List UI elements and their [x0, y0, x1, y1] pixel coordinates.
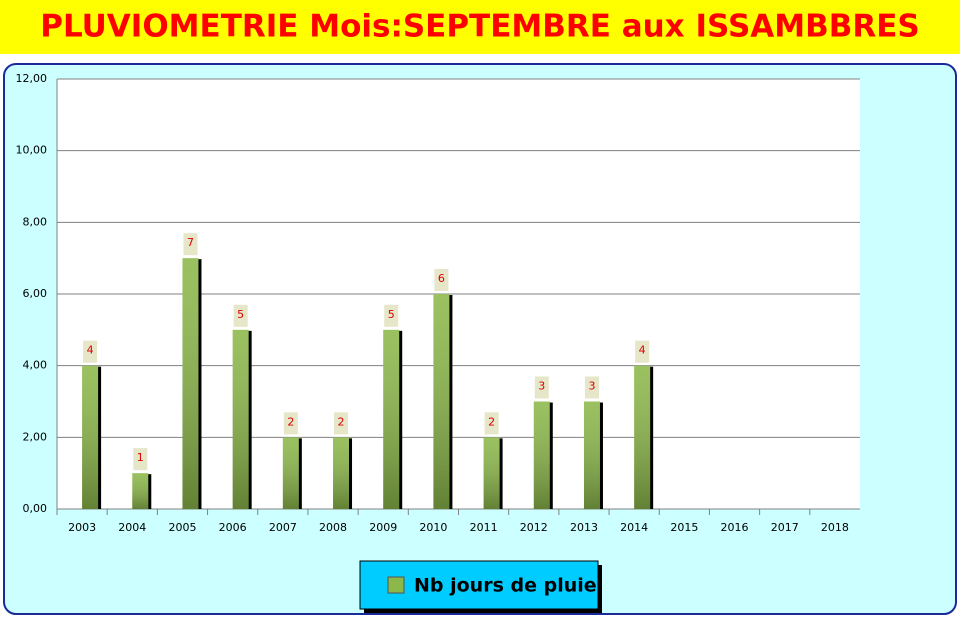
- bar-shade: [433, 294, 450, 509]
- data-label-bg: [635, 340, 650, 363]
- data-label-bg: [434, 269, 449, 291]
- x-tick-label: 2016: [721, 521, 749, 534]
- x-tick-label: 2005: [168, 521, 196, 534]
- data-label-bg: [584, 376, 599, 399]
- data-label-bg: [183, 233, 198, 256]
- data-label-bg: [534, 376, 549, 399]
- data-label-bg: [83, 340, 98, 363]
- data-label-bg: [384, 304, 399, 327]
- bar-shade: [483, 437, 500, 509]
- y-tick-label: 10,00: [16, 144, 48, 157]
- legend-swatch: [387, 576, 405, 594]
- data-label: 4: [87, 344, 94, 357]
- data-label-bg: [334, 412, 349, 435]
- data-label: 6: [438, 272, 445, 285]
- x-tick-label: 2003: [68, 521, 96, 534]
- x-tick-label: 2015: [670, 521, 698, 534]
- data-label: 1: [137, 451, 144, 464]
- x-tick-label: 2009: [369, 521, 397, 534]
- bar-shade: [383, 329, 400, 509]
- y-tick-label: 2,00: [23, 430, 48, 443]
- y-tick-label: 8,00: [23, 215, 48, 228]
- x-tick-label: 2004: [118, 521, 146, 534]
- data-label: 5: [388, 308, 395, 321]
- data-label: 3: [588, 380, 595, 393]
- x-tick-label: 2014: [620, 521, 648, 534]
- data-label: 7: [187, 236, 194, 249]
- data-label: 2: [338, 415, 345, 428]
- x-tick-label: 2006: [219, 521, 247, 534]
- x-tick-label: 2008: [319, 521, 347, 534]
- x-tick-label: 2018: [821, 521, 849, 534]
- data-label: 2: [287, 415, 294, 428]
- x-tick-label: 2013: [570, 521, 598, 534]
- legend-label: Nb jours de pluie: [414, 575, 597, 597]
- bar-shade: [82, 365, 99, 509]
- data-label-bg: [283, 412, 298, 435]
- data-label: 3: [538, 380, 545, 393]
- x-tick-label: 2010: [419, 521, 447, 534]
- bar-shade: [232, 329, 249, 509]
- bar-shade: [583, 401, 600, 509]
- x-tick-label: 2012: [520, 521, 548, 534]
- chart-title: PLUVIOMETRIE Mois:SEPTEMBRE aux ISSAMBBR…: [40, 9, 920, 45]
- data-label-bg: [233, 304, 248, 327]
- x-tick-label: 2017: [771, 521, 799, 534]
- bar-shade: [533, 401, 550, 509]
- y-tick-label: 6,00: [23, 287, 48, 300]
- data-label: 2: [488, 415, 495, 428]
- bar-shade: [282, 437, 299, 509]
- x-tick-label: 2011: [470, 521, 498, 534]
- y-tick-label: 4,00: [23, 359, 48, 372]
- data-label: 5: [237, 308, 244, 321]
- data-label: 4: [639, 344, 646, 357]
- y-tick-label: 0,00: [23, 502, 48, 515]
- data-label-bg: [133, 448, 148, 471]
- bar-shade: [634, 365, 651, 509]
- bar-shade: [182, 258, 199, 509]
- x-tick-label: 2007: [269, 521, 297, 534]
- y-tick-label: 12,00: [16, 72, 48, 85]
- data-label-bg: [484, 412, 499, 435]
- title-banner: [0, 0, 960, 54]
- bar-shade: [333, 437, 350, 509]
- bar-shade: [132, 473, 149, 509]
